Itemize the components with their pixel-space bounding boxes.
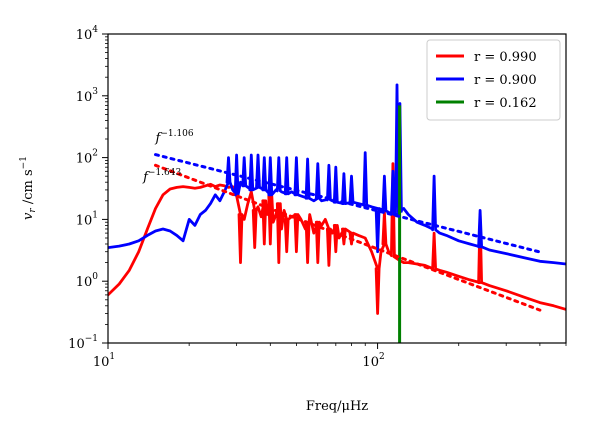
y-tick-label: 103: [76, 87, 99, 105]
x-tick-label: 101: [93, 352, 115, 370]
y-tick-label: 100: [76, 272, 99, 290]
x-tick-label: 102: [362, 352, 384, 370]
y-tick-label: 101: [76, 210, 98, 228]
y-axis-label-main: v: [21, 212, 36, 220]
y-axis-label: vr /cm s−1: [19, 156, 38, 220]
ticks-layer: 101 102 10−1 100 101 102 103 104: [68, 25, 567, 370]
x-axis-label: Freq/μHz: [306, 399, 368, 414]
fit-label-blue: f−1.106: [155, 129, 194, 146]
legend-label: r = 0.900: [474, 73, 537, 88]
plot-frame: [107, 33, 567, 344]
y-tick-label: 102: [76, 149, 98, 167]
series-line-0900: [108, 83, 566, 266]
legend-box: [426, 39, 561, 121]
series-layer: [108, 83, 566, 343]
annotation-layer: f−1.106 f−1.643: [142, 129, 194, 185]
legend-label: r = 0.990: [474, 50, 537, 65]
fit-line-red: [154, 163, 542, 312]
y-axis-label-units: /cm s: [21, 169, 36, 208]
y-axis-label-sup: −1: [19, 156, 29, 169]
y-tick-label: 10−1: [68, 334, 98, 352]
series-r-0162-peak: [398, 105, 402, 343]
legend-label: r = 0.162: [474, 96, 537, 111]
y-tick-label: 104: [76, 25, 99, 43]
fit-label-red: f−1.643: [142, 168, 181, 185]
fit-line-blue: [154, 153, 542, 254]
legend: r = 0.990 r = 0.900 r = 0.162: [426, 39, 561, 121]
y-axis-label-sub: r: [28, 208, 38, 213]
